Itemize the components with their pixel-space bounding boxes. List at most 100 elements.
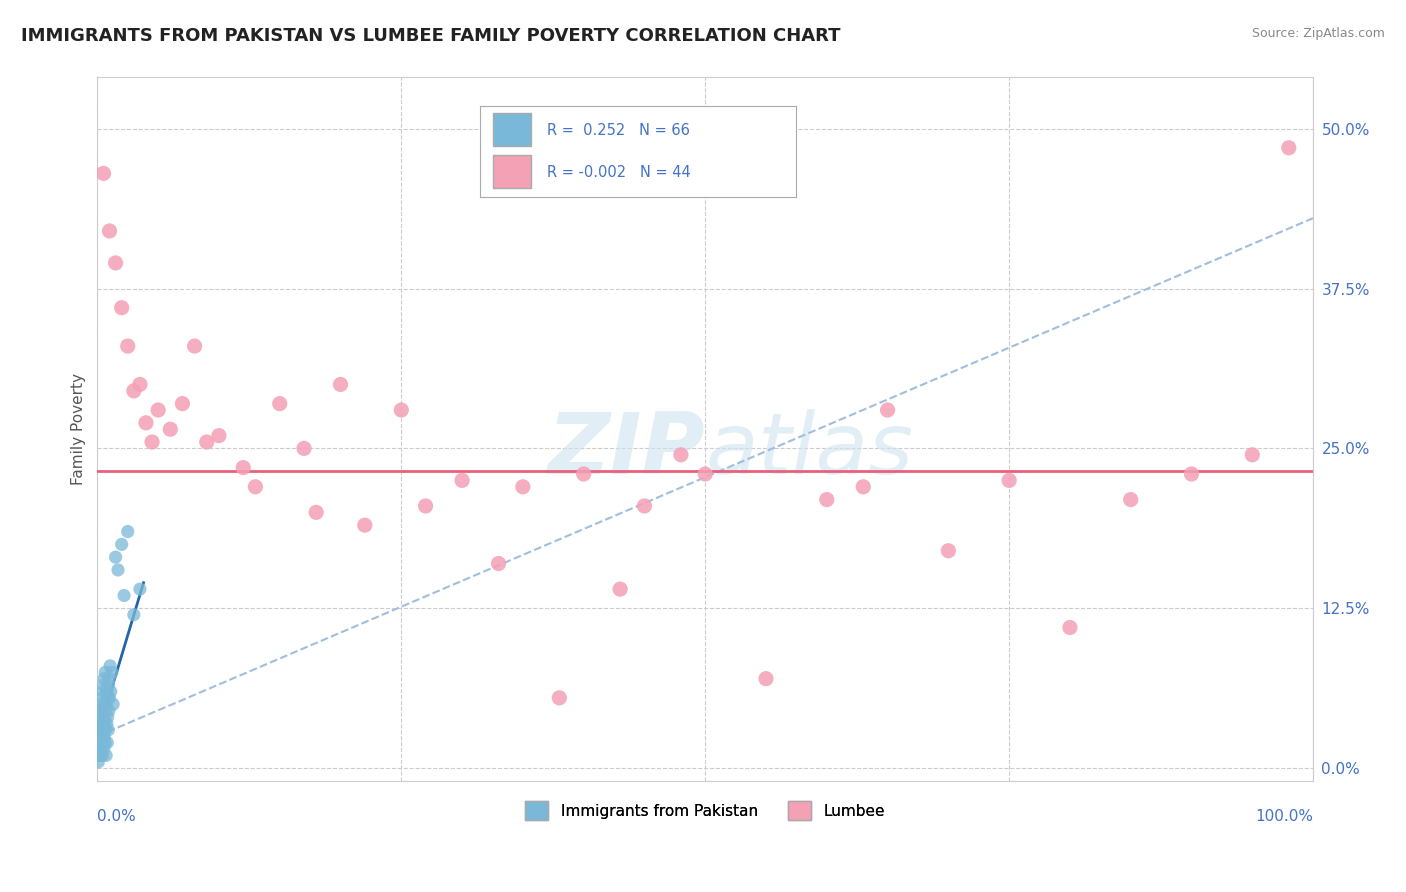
Point — [98, 224, 121, 238]
Point — [87, 748, 110, 763]
Point — [415, 499, 437, 513]
Point — [91, 723, 114, 737]
Point — [572, 467, 595, 481]
Point — [90, 698, 112, 712]
Point — [94, 723, 117, 737]
Point — [87, 736, 110, 750]
Point — [87, 723, 110, 737]
Point — [94, 704, 117, 718]
Point — [329, 377, 352, 392]
Point — [90, 723, 112, 737]
Point — [117, 524, 139, 539]
Point — [488, 557, 510, 571]
Point — [183, 339, 205, 353]
Point — [98, 672, 121, 686]
Point — [91, 684, 114, 698]
Point — [89, 716, 111, 731]
Point — [89, 736, 111, 750]
Point — [93, 672, 115, 686]
Point — [104, 550, 127, 565]
Point — [93, 729, 115, 743]
Point — [129, 582, 152, 596]
Point — [93, 710, 115, 724]
Point — [111, 537, 134, 551]
Point — [1241, 448, 1264, 462]
Point — [512, 480, 534, 494]
Text: atlas: atlas — [706, 409, 914, 491]
Point — [87, 729, 110, 743]
Point — [89, 710, 111, 724]
Point — [998, 474, 1021, 488]
Point — [269, 397, 291, 411]
Point — [292, 442, 315, 456]
Point — [141, 435, 163, 450]
Point — [111, 301, 134, 315]
Point — [122, 384, 145, 398]
Point — [87, 755, 110, 769]
Point — [91, 729, 114, 743]
Point — [89, 736, 111, 750]
Point — [94, 736, 117, 750]
Point — [1180, 467, 1202, 481]
Point — [172, 397, 194, 411]
Point — [89, 748, 111, 763]
Point — [94, 748, 117, 763]
Point — [755, 672, 778, 686]
Point — [852, 480, 875, 494]
Point — [89, 716, 111, 731]
Point — [91, 748, 114, 763]
Point — [94, 698, 117, 712]
Point — [159, 422, 181, 436]
Point — [91, 690, 114, 705]
Point — [91, 716, 114, 731]
Point — [101, 698, 124, 712]
Point — [117, 339, 139, 353]
Text: Source: ZipAtlas.com: Source: ZipAtlas.com — [1251, 27, 1385, 40]
Point — [1059, 620, 1081, 634]
Point — [90, 729, 112, 743]
Y-axis label: Family Poverty: Family Poverty — [72, 373, 86, 485]
Point — [89, 704, 111, 718]
Point — [135, 416, 157, 430]
Point — [91, 736, 114, 750]
Point — [87, 748, 110, 763]
Point — [89, 729, 111, 743]
Point — [90, 704, 112, 718]
Point — [107, 563, 129, 577]
Point — [815, 492, 838, 507]
Point — [101, 665, 124, 680]
Point — [122, 607, 145, 622]
Point — [96, 716, 118, 731]
Point — [1119, 492, 1142, 507]
Point — [97, 690, 120, 705]
Point — [89, 742, 111, 756]
Point — [389, 403, 412, 417]
Point — [93, 678, 115, 692]
Point — [96, 698, 118, 712]
Point — [93, 716, 115, 731]
Point — [104, 256, 127, 270]
Point — [633, 499, 655, 513]
Point — [90, 748, 112, 763]
Point — [90, 742, 112, 756]
Point — [87, 742, 110, 756]
Point — [1278, 141, 1301, 155]
Point — [93, 742, 115, 756]
Point — [232, 460, 254, 475]
Point — [98, 658, 121, 673]
Legend: Immigrants from Pakistan, Lumbee: Immigrants from Pakistan, Lumbee — [519, 796, 891, 826]
Point — [97, 723, 120, 737]
Point — [669, 448, 692, 462]
Point — [90, 736, 112, 750]
Point — [93, 166, 115, 180]
Point — [94, 665, 117, 680]
Text: IMMIGRANTS FROM PAKISTAN VS LUMBEE FAMILY POVERTY CORRELATION CHART: IMMIGRANTS FROM PAKISTAN VS LUMBEE FAMIL… — [21, 27, 841, 45]
Text: 0.0%: 0.0% — [97, 809, 136, 824]
Point — [146, 403, 169, 417]
Point — [93, 723, 115, 737]
Point — [938, 543, 960, 558]
Point — [876, 403, 898, 417]
Text: 100.0%: 100.0% — [1256, 809, 1313, 824]
Point — [97, 710, 120, 724]
Point — [129, 377, 152, 392]
